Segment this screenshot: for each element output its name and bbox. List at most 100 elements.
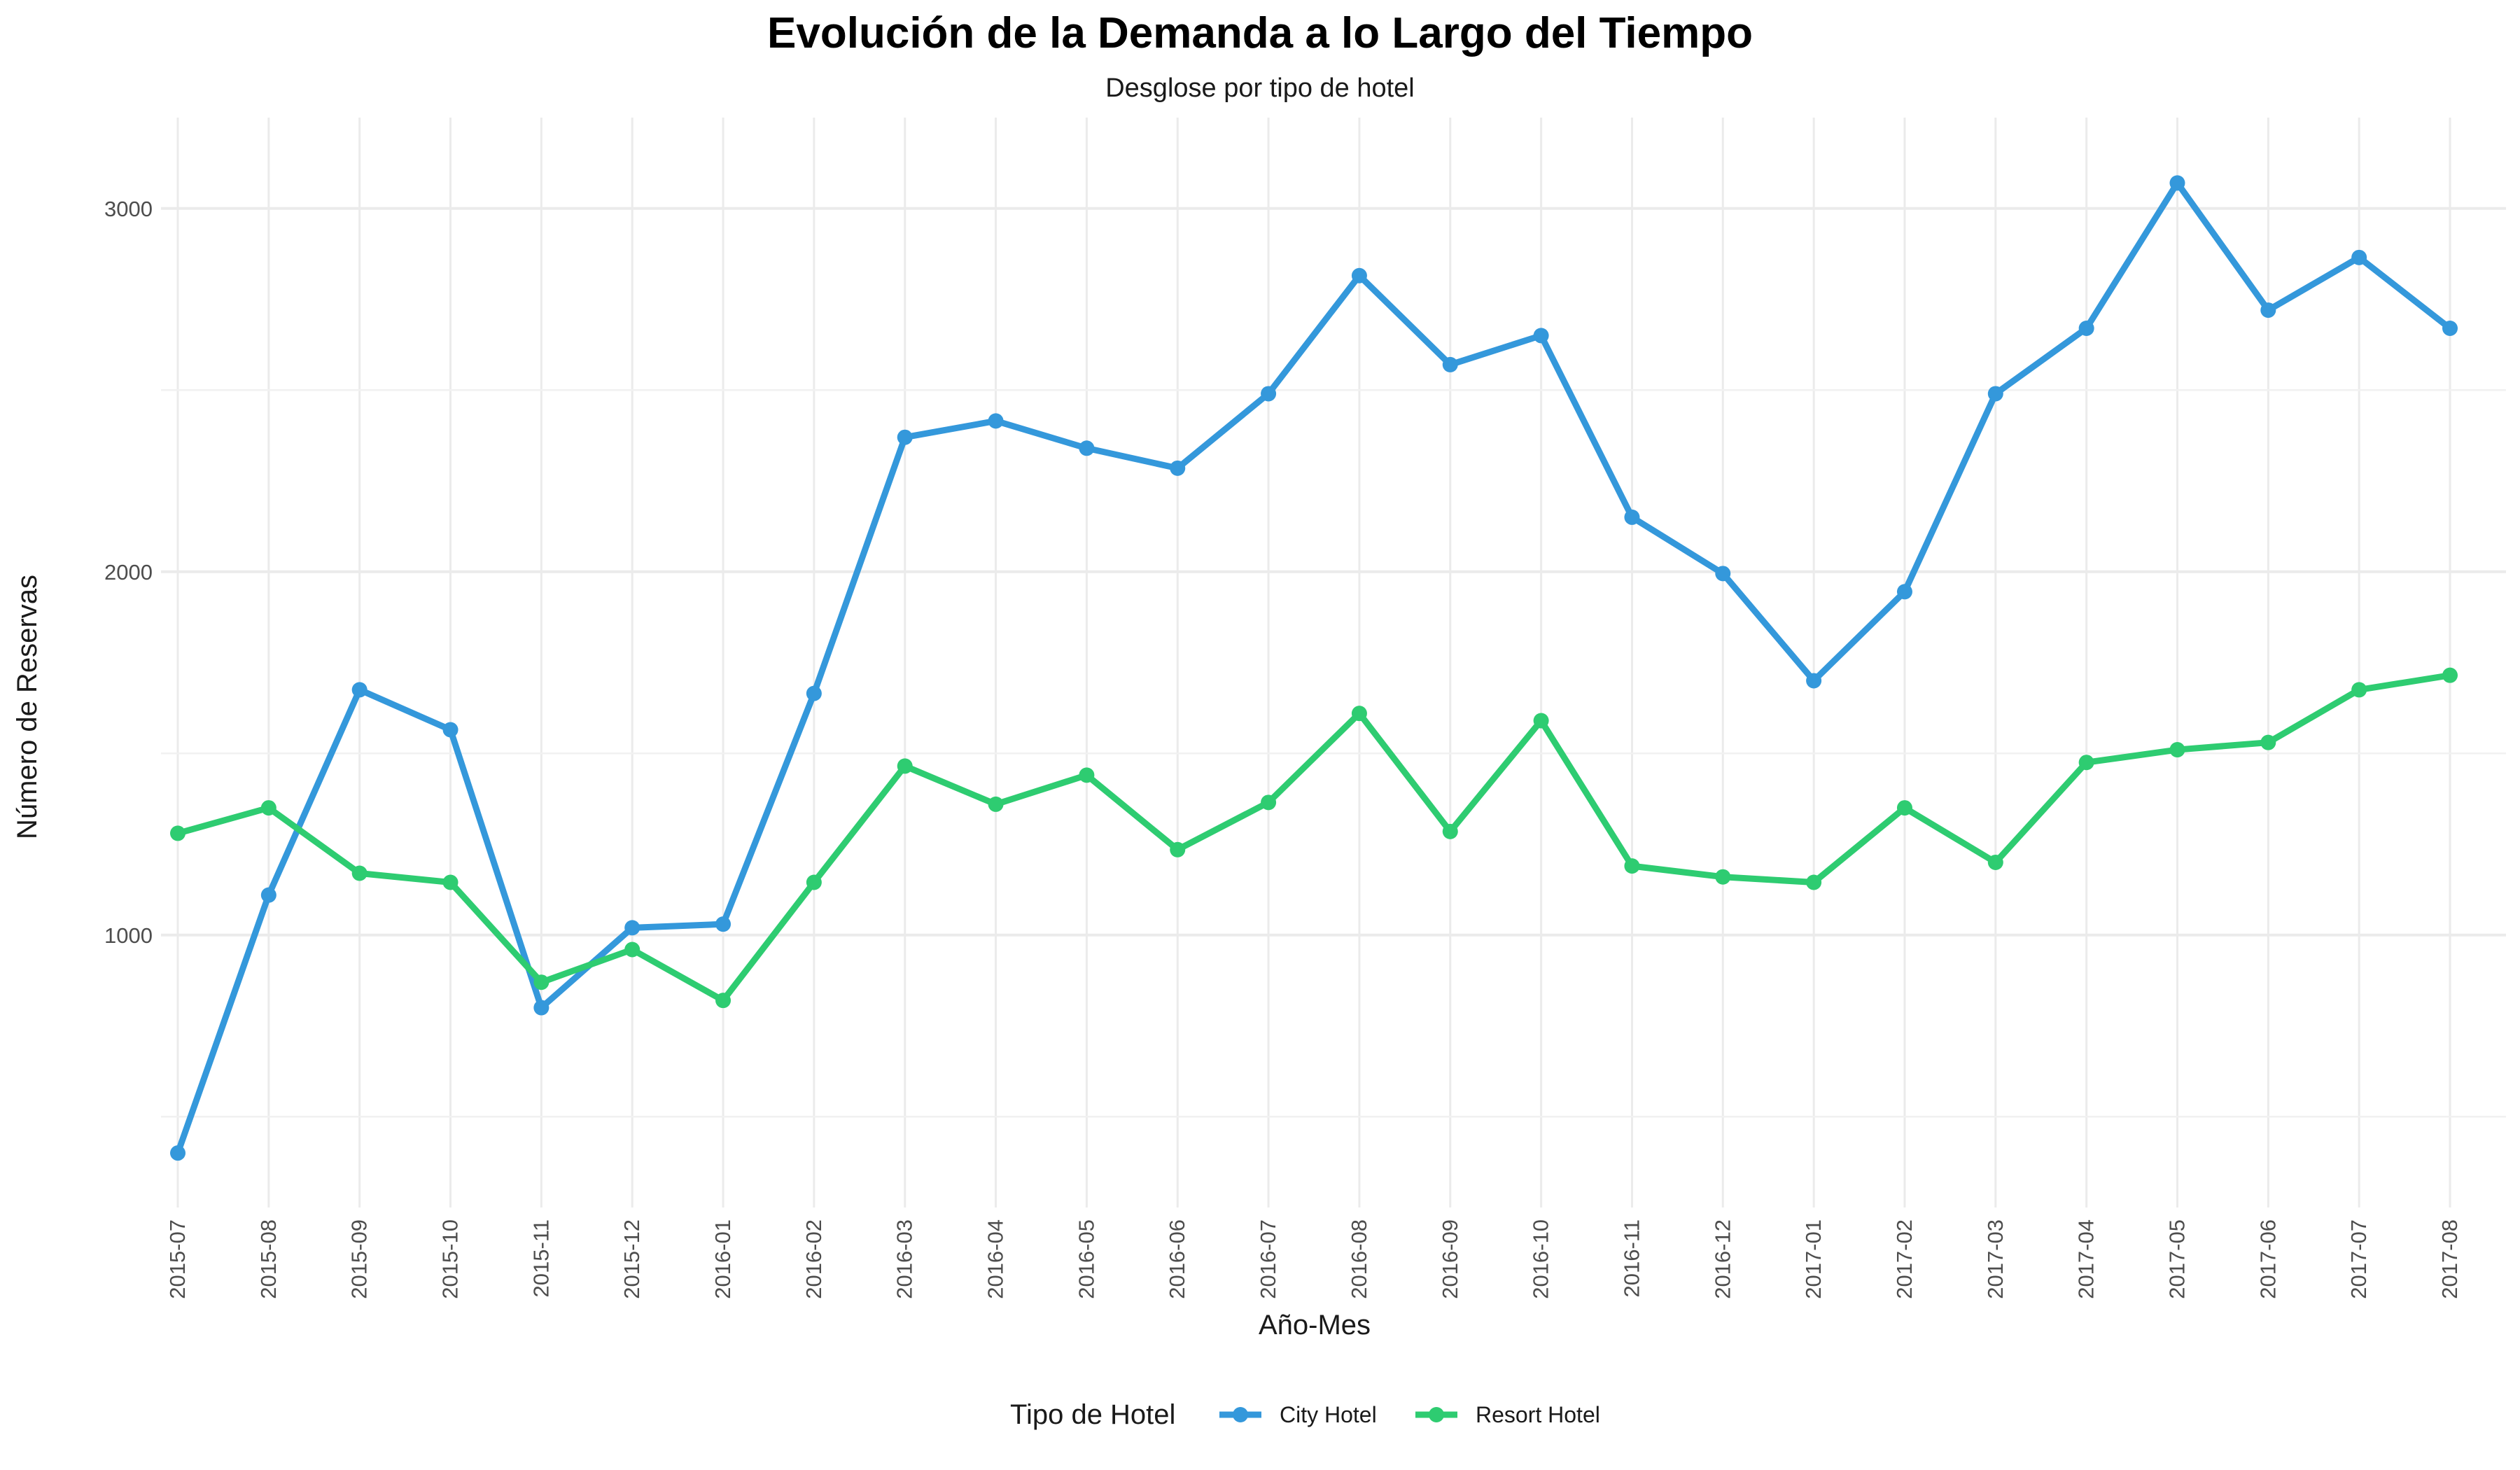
x-tick-label: 2017-02	[1892, 1219, 1917, 1299]
data-point	[1533, 713, 1549, 729]
data-point	[260, 887, 276, 903]
data-point	[2078, 755, 2094, 771]
series-line	[174, 672, 2454, 1004]
data-point	[1896, 584, 1912, 600]
data-point	[806, 685, 822, 701]
x-axis-ticks: 2015-07 2015-08 2015-09 2015-10 2015-11 2015-…	[165, 1219, 2462, 1299]
data-point	[533, 974, 550, 990]
x-tick-label: 2017-08	[2437, 1219, 2462, 1299]
x-tick-label: 2016-09	[1438, 1219, 1462, 1299]
y-tick-label: 3000	[104, 197, 153, 221]
legend-label: City Hotel	[1280, 1402, 1377, 1427]
x-tick-label: 2017-03	[1983, 1219, 2008, 1299]
data-point	[988, 413, 1004, 429]
data-point	[260, 800, 276, 816]
data-point	[2442, 667, 2458, 683]
data-point	[170, 1145, 186, 1161]
x-tick-label: 2016-08	[1347, 1219, 1371, 1299]
series-lines	[170, 175, 2458, 1161]
series-city-hotel	[170, 175, 2458, 1161]
data-point	[624, 941, 640, 958]
x-tick-label: 2017-04	[2074, 1219, 2099, 1299]
data-point	[715, 916, 732, 932]
data-point	[1351, 267, 1367, 284]
data-point	[897, 429, 913, 445]
chart-title: Evolución de la Demanda a lo Largo del T…	[767, 9, 1753, 57]
data-point	[1806, 673, 1822, 689]
data-point	[2169, 742, 2185, 758]
x-tick-label: 2016-11	[1619, 1219, 1644, 1297]
y-axis-ticks: 1000 2000 3000	[104, 197, 153, 948]
legend: Tipo de Hotel City Hotel Resort Hotel	[1010, 1399, 1600, 1430]
x-tick-label: 2016-05	[1074, 1219, 1098, 1299]
data-point	[1170, 841, 1186, 858]
x-tick-label: 2016-07	[1256, 1219, 1280, 1299]
legend-key-point	[1233, 1407, 1248, 1422]
data-point	[1170, 460, 1186, 476]
data-point	[2442, 321, 2458, 337]
chart-subtitle: Desglose por tipo de hotel	[1105, 74, 1415, 103]
legend-item: City Hotel	[1219, 1402, 1377, 1427]
x-axis-title: Año-Mes	[1259, 1310, 1371, 1340]
data-point	[1987, 386, 2003, 402]
data-point	[1987, 854, 2003, 870]
y-tick-label: 1000	[104, 923, 153, 948]
series-line	[174, 179, 2454, 1156]
data-point	[533, 1000, 550, 1016]
data-point	[624, 920, 640, 936]
x-tick-label: 2016-12	[1710, 1219, 1735, 1299]
data-point	[897, 758, 913, 774]
data-point	[1079, 767, 1095, 783]
data-point	[2351, 682, 2367, 698]
data-point	[351, 865, 368, 881]
y-axis-title: Número de Reservas	[12, 575, 43, 839]
data-point	[715, 993, 732, 1009]
x-tick-label: 2015-07	[165, 1219, 190, 1299]
x-tick-label: 2015-08	[256, 1219, 281, 1299]
data-point	[806, 874, 822, 890]
x-tick-label: 2016-10	[1529, 1219, 1553, 1299]
x-tick-label: 2017-05	[2164, 1219, 2189, 1299]
legend-key-point	[1429, 1407, 1444, 1422]
x-tick-label: 2017-01	[1801, 1219, 1826, 1299]
x-tick-label: 2015-12	[620, 1219, 644, 1299]
x-tick-label: 2016-01	[710, 1219, 735, 1299]
data-point	[442, 874, 458, 890]
data-point	[1533, 328, 1549, 344]
x-tick-label: 2015-09	[347, 1219, 372, 1299]
x-tick-label: 2016-03	[892, 1219, 917, 1299]
data-point	[1624, 509, 1640, 525]
data-point	[1079, 440, 1095, 456]
x-tick-label: 2017-07	[2346, 1219, 2371, 1299]
series-resort-hotel	[170, 667, 2458, 1009]
gridlines	[161, 118, 2506, 1208]
data-point	[1715, 869, 1731, 885]
x-tick-label: 2015-10	[438, 1219, 463, 1299]
data-point	[2260, 734, 2276, 750]
x-tick-label: 2016-06	[1165, 1219, 1189, 1299]
data-point	[2078, 321, 2094, 337]
data-point	[351, 682, 368, 698]
data-point	[2260, 302, 2276, 318]
data-point	[2351, 249, 2367, 265]
data-point	[2169, 175, 2185, 191]
y-tick-label: 2000	[104, 560, 153, 584]
data-point	[1442, 356, 1458, 372]
data-point	[1351, 706, 1367, 722]
x-tick-label: 2016-02	[802, 1219, 826, 1299]
legend-label: Resort Hotel	[1476, 1402, 1600, 1427]
x-tick-label: 2016-04	[983, 1219, 1008, 1299]
legend-title: Tipo de Hotel	[1010, 1399, 1175, 1430]
data-point	[1261, 386, 1277, 402]
data-point	[442, 722, 458, 738]
data-point	[1442, 823, 1458, 839]
data-point	[1806, 874, 1822, 890]
data-point	[170, 825, 186, 841]
data-point	[1896, 800, 1912, 816]
x-tick-label: 2017-06	[2255, 1219, 2280, 1299]
x-tick-label: 2015-11	[528, 1219, 553, 1297]
data-point	[1624, 858, 1640, 874]
data-point	[988, 796, 1004, 812]
legend-item: Resort Hotel	[1415, 1402, 1600, 1427]
